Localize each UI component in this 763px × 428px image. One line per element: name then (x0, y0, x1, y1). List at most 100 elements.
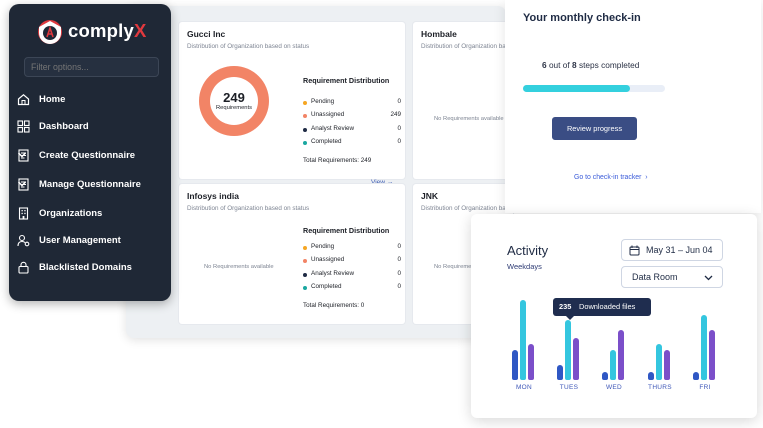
building-icon (18, 207, 29, 220)
brand-name-accent: X (133, 20, 147, 41)
dashboard-icon (17, 120, 30, 133)
org-card-subtitle: Distribution of Organization based on st… (187, 205, 310, 212)
row-value: 0 (397, 283, 401, 290)
row-value: 249 (390, 111, 401, 118)
org-card-title: Infosys india (187, 191, 239, 201)
donut-total-value: 249 (223, 90, 245, 105)
sidebar-item-dashboard[interactable]: Dashboard (17, 118, 165, 136)
sidebar-item-organizations[interactable]: Organizations (17, 205, 165, 223)
checkin-progress-bar (523, 85, 665, 92)
chevron-down-icon[interactable] (17, 150, 27, 160)
analyst-review-dot (303, 273, 307, 277)
steps-done: 6 (542, 60, 547, 70)
day-label-thurs: THURS (648, 384, 672, 391)
sidebar-item-home[interactable]: Home (17, 91, 165, 109)
distribution-row-pending: Pending 0 (303, 243, 401, 253)
row-label: Completed (311, 138, 342, 145)
activity-bar-mon-2 (520, 300, 526, 380)
distribution-row-completed: Completed 0 (303, 138, 401, 148)
org-card-subtitle: Distribution of Organization based on st… (421, 205, 544, 212)
distribution-title: Requirement Distribution (303, 76, 390, 85)
activity-bar-tues-3 (573, 338, 579, 380)
lock-icon (18, 261, 29, 274)
org-card-title: Hombale (421, 29, 457, 39)
complyx-logo-icon (38, 20, 62, 44)
empty-state-text: No Requirements available (434, 116, 504, 122)
brand-name-main: comply (68, 20, 134, 41)
activity-bar-thurs-1 (648, 372, 654, 380)
sidebar-item-label: Blacklisted Domains (39, 262, 132, 273)
sidebar-item-blacklisted-domains[interactable]: Blacklisted Domains (17, 259, 165, 277)
sidebar-item-create-questionnaire[interactable]: Create Questionnaire (17, 147, 165, 165)
day-label-mon: MON (515, 384, 533, 391)
requirements-donut-chart: 249 Requirements (199, 66, 269, 136)
date-range-selector[interactable]: May 31 – Jun 04 (621, 239, 723, 261)
checkin-progress-fill (523, 85, 630, 92)
filter-options-input[interactable] (24, 57, 159, 77)
activity-title: Activity (507, 243, 549, 258)
row-value: 0 (397, 138, 401, 145)
org-card-hombale: Hombale Distribution of Organization bas… (413, 22, 543, 179)
calendar-icon (629, 245, 640, 256)
date-range-value: May 31 – Jun 04 (646, 245, 713, 255)
activity-bar-thurs-2 (656, 344, 662, 380)
sidebar-item-label: Organizations (39, 208, 103, 219)
location-value: Data Room (632, 272, 678, 282)
review-progress-button[interactable]: Review progress (552, 117, 637, 140)
steps-suffix: steps completed (578, 60, 640, 70)
distribution-title: Requirement Distribution (303, 226, 390, 235)
row-label: Unassigned (311, 111, 345, 118)
chart-tooltip: 235 Downloaded files (553, 298, 651, 320)
row-label: Analyst Review (311, 125, 355, 132)
org-card-title: JNK (421, 191, 439, 201)
row-value: 0 (397, 270, 401, 277)
view-link[interactable]: View → (371, 179, 393, 186)
org-card-title: Gucci Inc (187, 29, 226, 39)
view-link-label[interactable]: View (371, 179, 385, 186)
row-value: 0 (397, 98, 401, 105)
donut-center: 249 Requirements (210, 77, 258, 125)
row-label: Completed (311, 283, 342, 290)
checkin-tracker-link-label[interactable]: Go to check-in tracker (574, 174, 642, 181)
donut-total-label: Requirements (215, 105, 253, 111)
steps-mid: out of (548, 60, 570, 70)
activity-bar-tues-2 (565, 320, 571, 380)
total-requirements: Total Requirements: 0 (303, 302, 365, 309)
location-select[interactable]: Data Room (621, 266, 723, 288)
sidebar-item-manage-questionnaire[interactable]: Manage Questionnaire (17, 176, 165, 194)
sidebar-item-user-management[interactable]: User Management (17, 232, 165, 250)
user-gear-icon (17, 234, 30, 247)
tooltip-label: Downloaded files (579, 302, 636, 311)
tooltip-value: 235 (559, 302, 572, 311)
chevron-down-icon (704, 275, 713, 281)
empty-state-text: No Requireme (434, 264, 472, 270)
row-value: 0 (397, 243, 401, 250)
org-card-subtitle: Distribution of Organization based on st… (421, 43, 544, 50)
row-label: Unassigned (311, 256, 345, 263)
unassigned-dot (303, 114, 307, 118)
checkin-tracker-link[interactable]: Go to check-in tracker › (574, 174, 648, 181)
unassigned-dot (303, 259, 307, 263)
activity-bar-wed-1 (602, 372, 608, 380)
distribution-row-pending: Pending 0 (303, 98, 401, 108)
completed-dot (303, 141, 307, 145)
steps-total: 8 (572, 60, 577, 70)
chevron-down-icon[interactable] (17, 179, 27, 189)
brand-name: complyX (68, 20, 147, 42)
analyst-review-dot (303, 128, 307, 132)
checkin-steps-text: 6 out of 8 steps completed (542, 60, 639, 70)
empty-state-text: No Requirements available (204, 264, 274, 270)
activity-subtitle: Weekdays (507, 262, 542, 271)
sidebar: complyX Home Dashboard Create Questionna… (9, 4, 171, 301)
sidebar-item-label: Create Questionnaire (39, 150, 136, 161)
distribution-row-unassigned: Unassigned 249 (303, 111, 401, 121)
distribution-row-unassigned: Unassigned 0 (303, 256, 401, 266)
pending-dot (303, 246, 307, 250)
org-card-infosys: Infosys india Distribution of Organizati… (179, 184, 405, 324)
sidebar-item-label: Dashboard (39, 121, 89, 132)
activity-bar-tues-1 (557, 365, 563, 380)
dashboard-screen: Gucci Inc Distribution of Organization b… (126, 6, 543, 338)
checkin-title: Your monthly check-in (523, 12, 641, 24)
monthly-checkin-card: Your monthly check-in 6 out of 8 steps c… (505, 0, 761, 213)
row-label: Analyst Review (311, 270, 355, 277)
